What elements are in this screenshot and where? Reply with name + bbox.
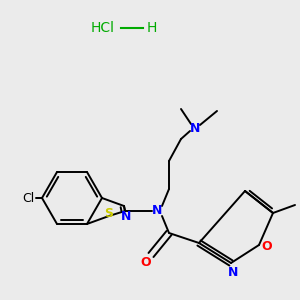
Text: N: N [152,205,162,218]
Text: N: N [121,209,131,223]
Text: N: N [190,122,200,136]
Text: O: O [141,256,151,269]
Text: S: S [104,208,113,220]
Text: H: H [147,21,157,35]
Text: N: N [228,266,238,280]
Text: HCl: HCl [91,21,115,35]
Text: Cl: Cl [22,191,34,205]
Text: O: O [262,241,272,254]
